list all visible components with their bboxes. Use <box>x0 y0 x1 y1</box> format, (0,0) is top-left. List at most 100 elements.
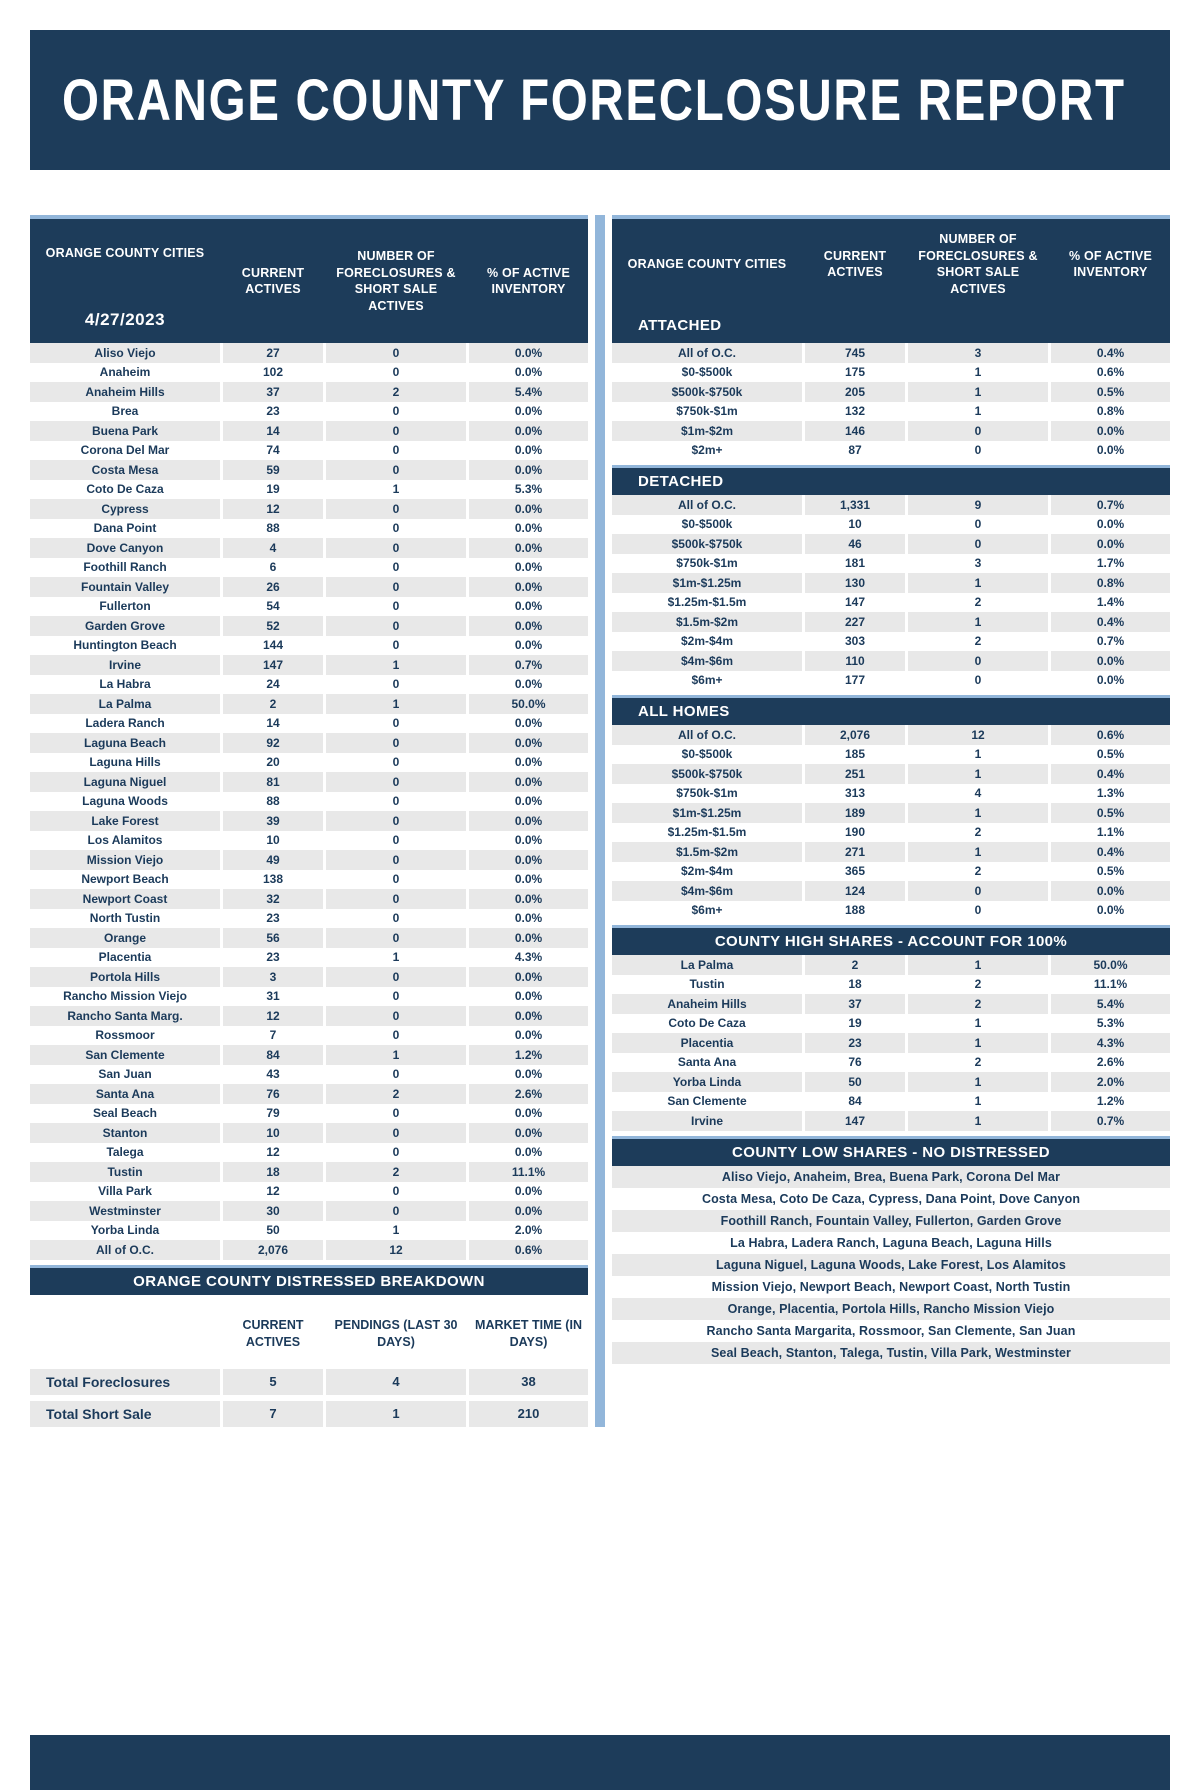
row-value: 10 <box>266 833 280 848</box>
row-value: 0.0% <box>1096 443 1125 458</box>
row-value: 1 <box>392 950 400 965</box>
row-label: Tustin <box>30 1162 220 1182</box>
row-value: 2,076 <box>805 725 905 745</box>
row-label: Coto De Caza <box>668 1016 746 1031</box>
row-value: 0 <box>326 616 466 636</box>
row-label: Cypress <box>30 499 220 519</box>
row-value: 4 <box>326 1368 466 1395</box>
row-value: 1,331 <box>805 495 905 515</box>
row-value: 39 <box>223 811 323 831</box>
row-value: 11.1% <box>1093 977 1128 992</box>
row-label: $1m-$1.25m <box>612 573 802 593</box>
table-row: Corona Del Mar 74 0 0.0% <box>30 441 588 461</box>
row-value: 31 <box>266 989 280 1004</box>
row-value: 0.0% <box>469 889 588 909</box>
row-value: 227 <box>805 612 905 632</box>
row-label: Mission Viejo, Newport Beach, Newport Co… <box>711 1279 1071 1294</box>
column-header-pct-inventory: % OF ACTIVE INVENTORY <box>487 265 570 297</box>
table-row: Rossmoor 7 0 0.0% <box>30 1026 588 1046</box>
row-value: 110 <box>805 651 905 671</box>
low-shares-list: Aliso Viejo, Anaheim, Brea, Buena Park, … <box>612 1165 1170 1364</box>
row-value: 0.0% <box>514 1184 543 1199</box>
row-value: 49 <box>223 850 323 870</box>
row-value: 76 <box>848 1055 862 1070</box>
row-value: 0.7% <box>1096 634 1125 649</box>
row-value: 46 <box>805 534 905 554</box>
table-row: Newport Coast 32 0 0.0% <box>30 889 588 909</box>
table-row: La Habra, Ladera Ranch, Laguna Beach, La… <box>612 1232 1170 1254</box>
row-value: 1 <box>908 955 1048 975</box>
row-value: 0 <box>392 833 400 848</box>
row-value: 10 <box>223 1123 323 1143</box>
table-row: $0-$500k 175 1 0.6% <box>612 363 1170 383</box>
row-label: Foothill Ranch, Fountain Valley, Fullert… <box>612 1209 1170 1232</box>
row-label: Coto De Caza <box>86 482 164 497</box>
cities-header-label: ORANGE COUNTY CITIES <box>45 246 205 260</box>
row-value: 84 <box>223 1045 323 1065</box>
row-label: Stanton <box>30 1123 220 1143</box>
row-value: 0 <box>392 1145 400 1160</box>
low-shares-section-header: COUNTY LOW SHARES - NO DISTRESSED <box>612 1135 1170 1166</box>
row-value: 0.6% <box>1051 725 1170 745</box>
distressed-spacer <box>30 1303 220 1365</box>
row-value: 1 <box>908 573 1048 593</box>
row-label: Westminster <box>30 1201 220 1221</box>
row-value: 0.0% <box>469 499 588 519</box>
column-header-cities: ORANGE COUNTY CITIES 4/27/2023 <box>30 219 220 343</box>
row-value: 189 <box>805 803 905 823</box>
row-value: 4 <box>974 786 982 801</box>
table-row: $2m-$4m 303 2 0.7% <box>612 632 1170 652</box>
row-value: 0 <box>326 889 466 909</box>
row-value: 2 <box>974 977 982 992</box>
row-label: Talega <box>106 1145 144 1160</box>
table-row: Dana Point 88 0 0.0% <box>30 519 588 539</box>
detached-section-header: DETACHED <box>612 465 1170 495</box>
row-value: 251 <box>805 764 905 784</box>
row-value: 0.7% <box>1051 495 1170 515</box>
row-value: 0.0% <box>469 616 588 636</box>
row-label: Mission Viejo <box>30 850 220 870</box>
table-row: Anaheim Hills 37 2 5.4% <box>30 382 588 402</box>
row-value: 146 <box>805 421 905 441</box>
column-header-current-actives: CURRENT ACTIVES <box>241 265 305 297</box>
table-row: Villa Park 12 0 0.0% <box>30 1182 588 1202</box>
row-label: Corona Del Mar <box>80 443 170 458</box>
row-label: Fullerton <box>99 599 151 614</box>
table-row: Buena Park 14 0 0.0% <box>30 421 588 441</box>
row-label: $1.5m-$2m <box>612 842 802 862</box>
row-value: 1 <box>908 1033 1048 1053</box>
row-value: 0.0% <box>514 599 543 614</box>
row-label: Rossmoor <box>95 1028 155 1043</box>
row-value: 1 <box>974 365 982 380</box>
table-row: $500k-$750k 46 0 0.0% <box>612 534 1170 554</box>
row-value: 76 <box>223 1084 323 1104</box>
row-value: 0.0% <box>514 365 543 380</box>
row-value: 0.0% <box>469 538 588 558</box>
row-label: Dove Canyon <box>30 538 220 558</box>
row-value: 132 <box>844 404 866 419</box>
table-row: $0-$500k 10 0 0.0% <box>612 515 1170 535</box>
table-row: Santa Ana 76 2 2.6% <box>612 1053 1170 1073</box>
row-value: 5 <box>223 1368 323 1395</box>
column-header-foreclosures: NUMBER OF FORECLOSURES & SHORT SALE ACTI… <box>336 249 456 313</box>
row-value: 271 <box>805 842 905 862</box>
row-label: $500k-$750k <box>612 764 802 784</box>
table-row: San Clemente 84 1 1.2% <box>612 1092 1170 1112</box>
row-value: 14 <box>223 421 323 441</box>
row-value: 0 <box>392 677 400 692</box>
table-row: Anaheim 102 0 0.0% <box>30 363 588 383</box>
table-row: Newport Beach 138 0 0.0% <box>30 870 588 890</box>
row-value: 0 <box>392 1184 400 1199</box>
distressed-col-current-actives: CURRENT ACTIVES <box>242 1317 304 1349</box>
table-row: $750k-$1m 181 3 1.7% <box>612 554 1170 574</box>
row-label: $1.25m-$1.5m <box>667 595 747 610</box>
row-label: All of O.C. <box>612 725 802 745</box>
table-row: Costa Mesa, Coto De Caza, Cypress, Dana … <box>612 1188 1170 1210</box>
row-value: 6 <box>269 560 277 575</box>
row-label: Laguna Woods <box>82 794 168 809</box>
row-label: Yorba Linda <box>612 1072 802 1092</box>
row-value: 0 <box>326 343 466 363</box>
row-value: 0 <box>974 903 982 918</box>
row-value: 0 <box>392 989 400 1004</box>
row-value: 313 <box>844 786 866 801</box>
